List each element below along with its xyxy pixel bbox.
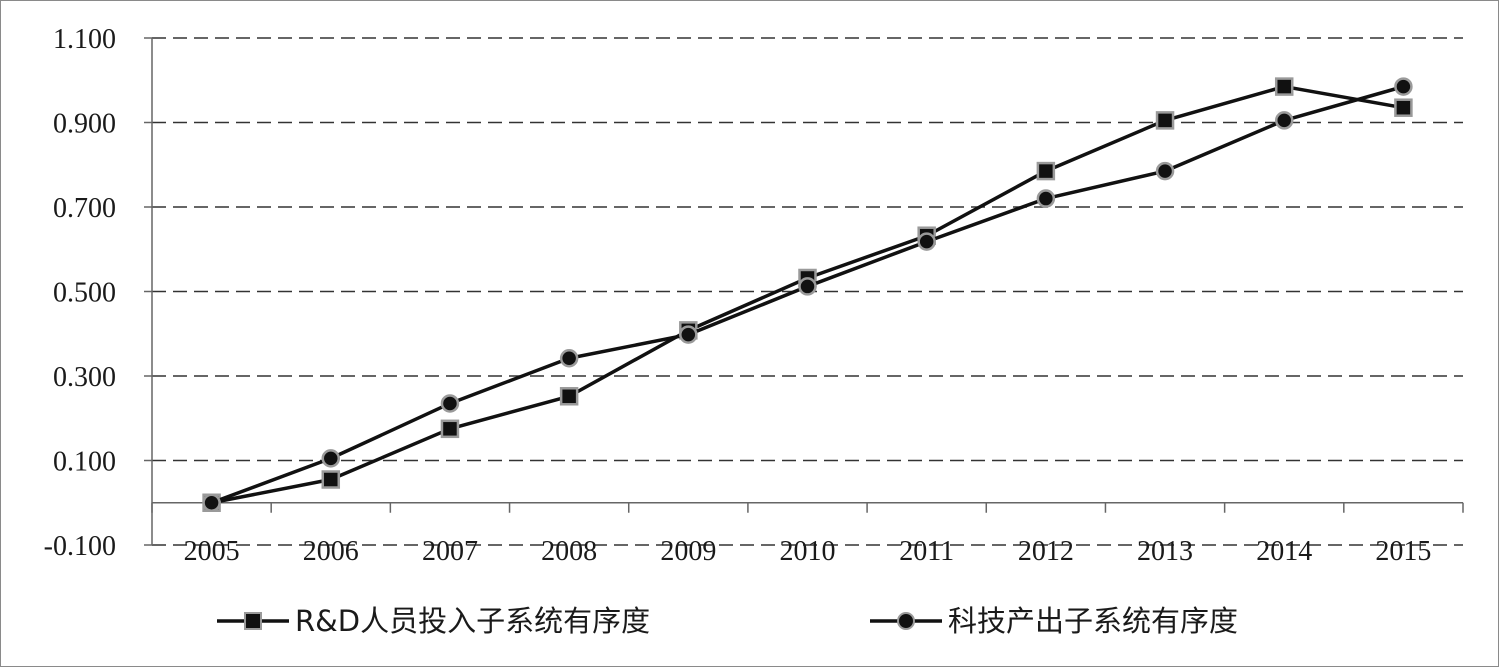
x-tick-label: 2009: [660, 536, 716, 567]
y-tick-label: 1.100: [53, 24, 116, 55]
x-tick-label: 2010: [780, 536, 836, 567]
data-point-circle: [440, 394, 460, 413]
data-point-circle: [1036, 189, 1056, 208]
data-point-circle: [1394, 77, 1413, 96]
data-point-circle: [321, 449, 341, 468]
data-point-square: [1036, 161, 1056, 181]
legend: R&D人员投入子系统有序度 科技产出子系统有序度: [217, 604, 1238, 638]
data-point-circle: [917, 232, 936, 251]
x-tick-label: 2008: [541, 536, 597, 567]
data-point-circle: [798, 277, 817, 296]
x-tick-label: 2005: [184, 536, 240, 567]
x-tick-label: 2012: [1018, 536, 1074, 567]
y-tick-label: -0.100: [44, 531, 116, 562]
grid-lines: [152, 37, 1463, 546]
data-point-square: [1274, 77, 1294, 96]
data-point-circle: [559, 349, 579, 368]
y-tick-label: 0.500: [53, 278, 116, 309]
data-point-circle: [1155, 161, 1175, 181]
series-lines: [202, 77, 1413, 512]
legend-label-1: R&D人员投入子系统有序度: [295, 604, 650, 638]
data-point-square: [321, 470, 341, 489]
data-point-circle: [202, 493, 221, 512]
x-tick-label: 2014: [1256, 536, 1312, 567]
y-tick-label: 0.300: [53, 362, 116, 393]
x-tick-label: 2011: [899, 536, 954, 567]
y-tick-label: 0.700: [53, 193, 116, 224]
x-tick-label: 2006: [303, 536, 359, 567]
data-point-circle: [679, 325, 698, 344]
x-tick-label: 2007: [422, 536, 478, 567]
data-point-square: [1394, 98, 1413, 117]
y-tick-label: 0.100: [53, 447, 116, 478]
x-tick-label: 2015: [1375, 536, 1431, 567]
x-axis-ticks: 2005 2006 2007 2008 2009 2010 2011 2012 2013 2014…: [184, 536, 1432, 567]
axes: [144, 37, 1464, 546]
legend-marker-square: [244, 612, 262, 630]
data-point-square: [1155, 111, 1175, 130]
legend-label-2: 科技产出子系统有序度: [948, 604, 1238, 638]
data-point-square: [559, 387, 579, 406]
legend-marker-circle: [897, 612, 915, 630]
data-point-square: [440, 419, 460, 439]
x-tick-label: 2013: [1137, 536, 1193, 567]
y-axis-ticks: 1.100 0.900 0.700 0.500 0.300 0.100 -0.100: [44, 24, 116, 562]
y-tick-label: 0.900: [53, 109, 116, 140]
data-point-circle: [1274, 111, 1294, 130]
